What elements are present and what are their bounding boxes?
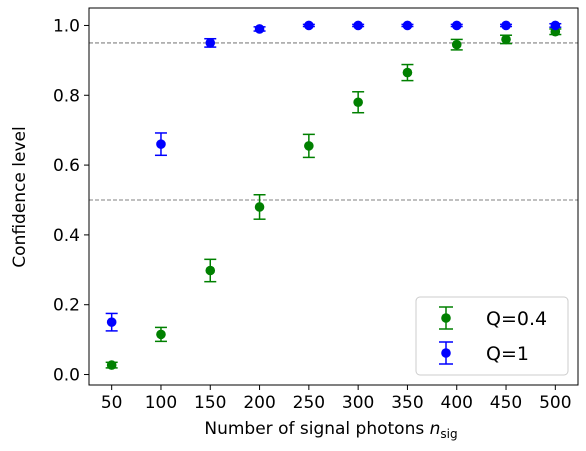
y-tick-label: 0.0 — [53, 366, 80, 386]
plot-frame — [88, 7, 579, 386]
data-point — [402, 20, 413, 31]
data-point — [205, 265, 216, 276]
data-point — [106, 360, 117, 370]
x-tick-label: 50 — [101, 393, 123, 413]
data-point — [304, 141, 314, 151]
legend-box — [415, 296, 569, 376]
legend-marker — [441, 313, 451, 323]
data-point — [353, 97, 363, 108]
data-point — [156, 329, 166, 340]
data-point — [451, 20, 462, 31]
data-point — [254, 24, 265, 34]
legend-label: Q=0.4 — [486, 308, 547, 330]
x-axis-ticks: 50 100 150 200 250 300 350 400 450 500 — [101, 385, 572, 413]
y-axis-ticks: 0.0 0.2 0.4 0.6 0.8 1.0 — [53, 16, 89, 386]
data-series — [105, 20, 562, 370]
legend-label: Q=1 — [486, 343, 529, 365]
x-tick-label: 250 — [293, 393, 325, 413]
data-point — [106, 317, 117, 327]
x-tick-label: 350 — [391, 393, 423, 413]
data-point — [304, 20, 314, 31]
data-point — [501, 20, 511, 31]
series-2 — [105, 20, 562, 332]
x-tick-label: 200 — [243, 393, 275, 413]
series-1 — [105, 26, 562, 370]
x-axis-label: Number of signal photons nsig — [204, 419, 457, 441]
y-axis-label: Confidence level — [10, 126, 30, 267]
data-point — [451, 39, 462, 50]
y-tick-label: 0.6 — [53, 156, 80, 176]
data-point — [205, 38, 216, 48]
data-point — [550, 20, 561, 31]
x-tick-label: 450 — [490, 393, 522, 413]
reference-lines — [89, 42, 578, 201]
legend-marker — [441, 348, 451, 358]
x-tick-label: 100 — [145, 393, 177, 413]
data-point — [254, 202, 265, 212]
x-tick-label: 400 — [441, 393, 473, 413]
x-tick-label: 300 — [342, 393, 374, 413]
x-tick-label: 500 — [539, 393, 571, 413]
y-tick-label: 0.4 — [53, 226, 80, 246]
y-tick-label: 1.0 — [53, 16, 80, 36]
data-point — [501, 34, 511, 45]
data-point — [353, 20, 363, 31]
x-tick-label: 150 — [194, 393, 226, 413]
y-tick-label: 0.8 — [53, 86, 80, 106]
data-point — [402, 67, 413, 78]
data-point — [156, 139, 166, 149]
y-tick-label: 0.2 — [53, 296, 80, 316]
legend: Q=0.4 Q=1 — [415, 296, 569, 376]
